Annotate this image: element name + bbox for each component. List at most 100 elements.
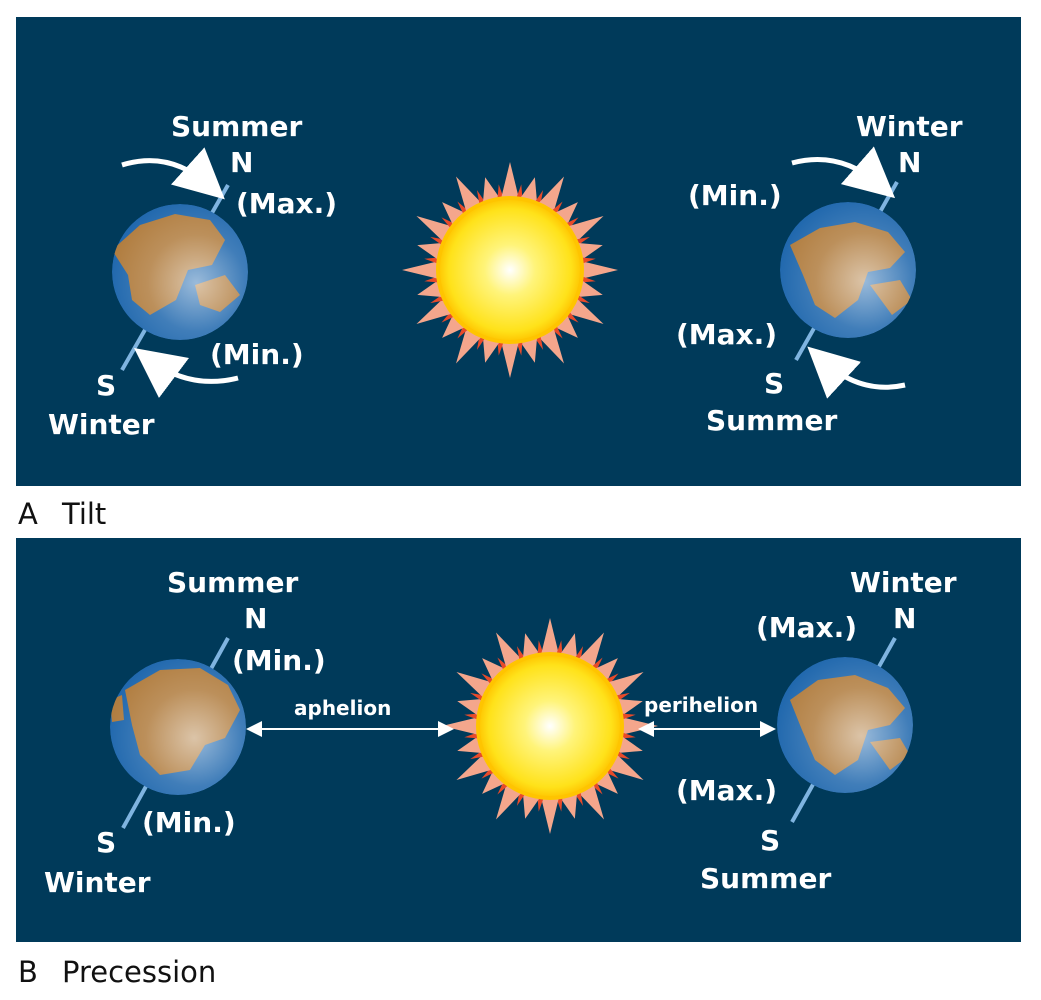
tilt-diagram: Summer N (Max.) (Min.) S Winter Winter N… [16,17,1021,531]
earth-left [112,184,248,371]
south-label: S [96,369,116,402]
angle-label: (Min.) [142,806,236,839]
sun-ray-tip [580,276,596,283]
angle-label: (Min.) [232,644,326,677]
sun-ray [457,735,484,754]
perihelion-label: perihelion [644,693,758,717]
precession-diagram: aphelion perihelion Summer N (Min.) (Min… [16,538,1021,989]
sun-ray [567,216,604,243]
sun-ray [416,216,453,243]
sun-ray-tip [556,640,563,656]
angle-label: (Max.) [676,318,777,351]
sun-ray [519,177,538,204]
sun-ray [416,297,453,324]
panel-caption: Precession [62,955,216,989]
season-label: Summer [706,404,837,437]
sun-ray-tip [464,713,480,720]
sun-ray-tip [620,713,636,720]
angle-label: (Max.) [676,774,777,807]
season-label: Winter [44,866,151,899]
earth-right [780,181,916,361]
aphelion-label: aphelion [294,696,391,720]
sun-ray [501,341,519,378]
sun-ray [616,735,643,754]
angle-label: (Max.) [236,187,337,220]
panel-tilt: Summer N (Max.) (Min.) S Winter Winter N… [16,17,1021,531]
south-label: S [96,826,116,859]
sun-ray [581,261,618,279]
sun-ray [522,792,541,819]
sun-ray-tip [497,340,504,356]
sun-ray [607,672,644,699]
sun-ray [554,314,578,338]
sun-ray [616,698,643,717]
panel-letter: A [18,497,38,531]
sun-ray [456,753,493,780]
sun-ray [541,797,559,834]
sun-ray-tip [537,796,544,812]
sun [402,162,618,378]
sun-ray [567,297,604,324]
sun-ray [501,162,519,199]
sun [442,618,658,834]
sun-ray [482,336,501,363]
season-label: Summer [700,862,831,895]
rotation-arrow [807,346,906,399]
season-label: Summer [171,110,302,143]
sun-ray [417,242,444,261]
sun-ray [457,698,484,717]
sun-ray [519,336,538,363]
sun-ray [537,176,564,213]
panel-letter: B [18,955,38,989]
rotation-arrow [133,348,239,398]
earth-left [110,637,246,829]
sun-ray [402,261,439,279]
sun-ray [442,314,466,338]
north-label: N [893,602,916,635]
sun-ray [482,770,506,794]
north-label: N [230,146,253,179]
sun-ray [456,672,493,699]
sun-ray [456,176,483,213]
south-label: S [760,824,780,857]
sun-ray-tip [516,184,523,200]
panel-precession: aphelion perihelion Summer N (Min.) (Min… [0,538,1041,1000]
season-label: Winter [48,408,155,441]
angle-label: (Min.) [688,179,782,212]
sun-ray [607,753,644,780]
sun-ray-tip [620,732,636,739]
panel-caption: Tilt [61,497,106,531]
season-label: Winter [856,110,963,143]
sun-ray [576,279,603,298]
sun-ray [594,770,618,794]
sun-ray [594,658,618,682]
season-label: Winter [850,566,957,599]
angle-label: (Max.) [756,611,857,644]
sun-ray [576,242,603,261]
sun-ray [496,632,523,669]
north-label: N [244,602,267,635]
rotation-arrow [121,147,225,200]
sun-ray [496,783,523,820]
sun-ray [522,633,541,660]
sun-ray [482,658,506,682]
earth-right [777,637,913,823]
sun-ray [554,202,578,226]
sun-ray [442,202,466,226]
sun-ray [559,633,578,660]
rotation-arrow [791,146,896,199]
sun-ray [456,327,483,364]
sun-ray [577,783,604,820]
sun-ray [442,717,479,735]
sun-ray-tip [580,257,596,264]
angle-label: (Min.) [210,338,304,371]
sun-ray [577,632,604,669]
sun-ray [482,177,501,204]
sun-ray [541,618,559,655]
sun-ray [559,792,578,819]
south-label: S [764,367,784,400]
sun-ray [417,279,444,298]
north-label: N [898,146,921,179]
season-label: Summer [167,566,298,599]
sun-ray [537,327,564,364]
